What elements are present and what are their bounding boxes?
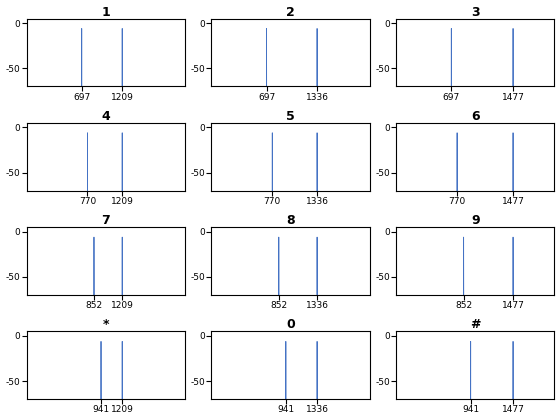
Title: 9: 9 [471, 214, 479, 227]
Title: 4: 4 [101, 110, 110, 123]
Title: 7: 7 [101, 214, 110, 227]
Title: 5: 5 [286, 110, 295, 123]
Title: #: # [470, 318, 480, 331]
Title: 6: 6 [471, 110, 479, 123]
Title: 3: 3 [471, 5, 479, 18]
Title: 1: 1 [101, 5, 110, 18]
Title: *: * [102, 318, 109, 331]
Title: 2: 2 [286, 5, 295, 18]
Title: 0: 0 [286, 318, 295, 331]
Title: 8: 8 [286, 214, 295, 227]
